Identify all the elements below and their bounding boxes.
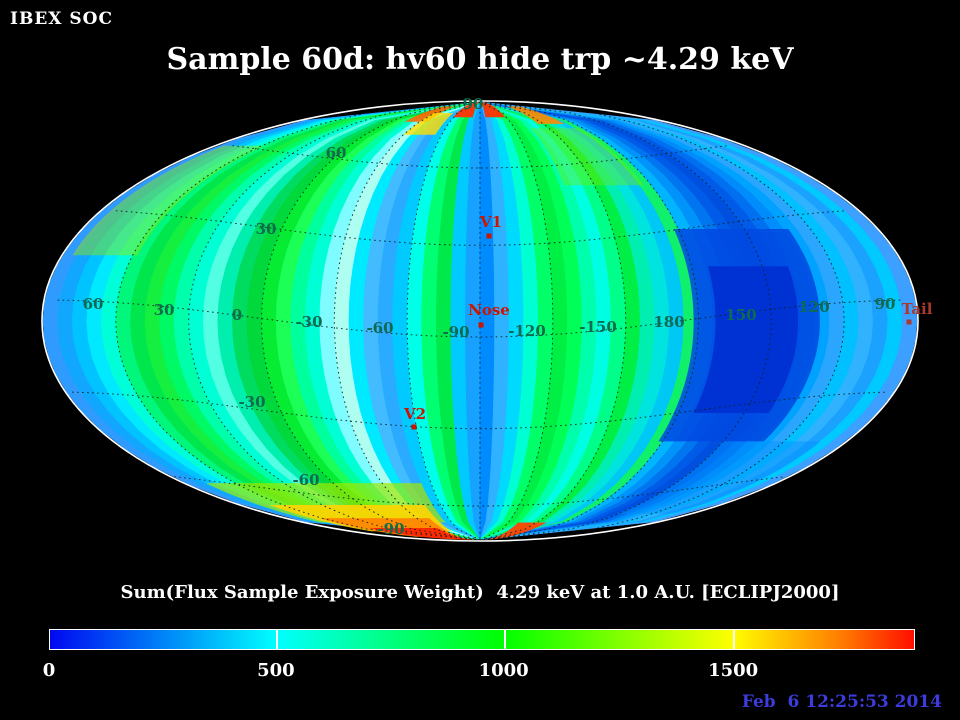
longitude-label: 120 (798, 298, 829, 316)
longitude-label: 150 (725, 306, 756, 324)
longitude-label: -120 (508, 322, 546, 340)
chart-title: Sample 60d: hv60 hide trp ~4.29 keV (166, 42, 794, 77)
meridian-line (406, 101, 481, 541)
marker-label: V2 (403, 405, 426, 423)
colorbar: 0 500 1000 1500 (43, 629, 915, 681)
colorbar-tick-line (276, 630, 279, 649)
coordinate-labels: 90 60 30 -30 -60 -90 60 30 0 -30 -60 -90 -120 -150 180… (83, 95, 933, 538)
latitude-label: -30 (238, 393, 265, 411)
flux-patch (506, 106, 565, 124)
flux-patch (72, 145, 265, 256)
meridian-line (479, 101, 627, 541)
meridian-line (479, 101, 845, 541)
latitude-label: 90 (463, 95, 484, 113)
latitude-label: 60 (326, 144, 347, 162)
longitude-label: -150 (579, 318, 617, 336)
flux-patch (368, 528, 480, 540)
flux-patch (618, 441, 821, 514)
longitude-label: -30 (295, 313, 322, 331)
longitude-label: -90 (442, 323, 469, 341)
colorbar-tick-label: 1000 (478, 660, 529, 681)
meridian-line (479, 101, 554, 541)
colorbar-tick-label: 500 (257, 660, 295, 681)
units-caption: Sum(Flux Sample Exposure Weight) 4.29 ke… (120, 582, 840, 603)
latitude-label: -60 (292, 471, 319, 489)
longitude-label: 30 (154, 301, 175, 319)
marker-dot (478, 322, 484, 328)
latitude-label: -90 (377, 520, 404, 538)
flux-patch (480, 102, 505, 118)
flux-patch (693, 266, 798, 413)
colorbar-tick-label: 0 (42, 660, 56, 681)
flux-patch (453, 102, 480, 118)
longitude-label: -60 (366, 319, 393, 337)
meridian-line (115, 101, 481, 541)
timestamp: Feb 6 12:25:53 2014 (741, 692, 942, 712)
marker-dot (486, 233, 492, 239)
longitude-label: 180 (653, 313, 684, 331)
marker-dot (411, 424, 417, 430)
meridian-line (333, 101, 481, 541)
colorbar-tick-line (732, 630, 735, 649)
latitude-label: 30 (256, 220, 277, 238)
parallel-line (57, 299, 903, 338)
colorbar-tick-label: 1500 (708, 660, 759, 681)
flux-patch (530, 128, 644, 186)
flux-patch (404, 106, 455, 122)
marker-label: V1 (479, 213, 502, 231)
parallel-line (115, 210, 845, 246)
colorbar-gradient (49, 629, 915, 650)
marker-label: Nose (468, 301, 510, 319)
app-brand: IBEX SOC (10, 9, 114, 29)
colorbar-tick-line (503, 630, 506, 649)
longitude-label: 60 (83, 295, 104, 313)
marker-label: Tail (902, 300, 933, 318)
parallel-line (72, 391, 888, 430)
marker-dot (906, 319, 912, 325)
flux-patch (403, 113, 454, 135)
flux-patches (72, 102, 821, 540)
graticule (57, 101, 903, 541)
map-outline (41, 100, 919, 542)
longitude-label: 90 (875, 295, 896, 313)
longitude-label: 0 (232, 306, 242, 324)
